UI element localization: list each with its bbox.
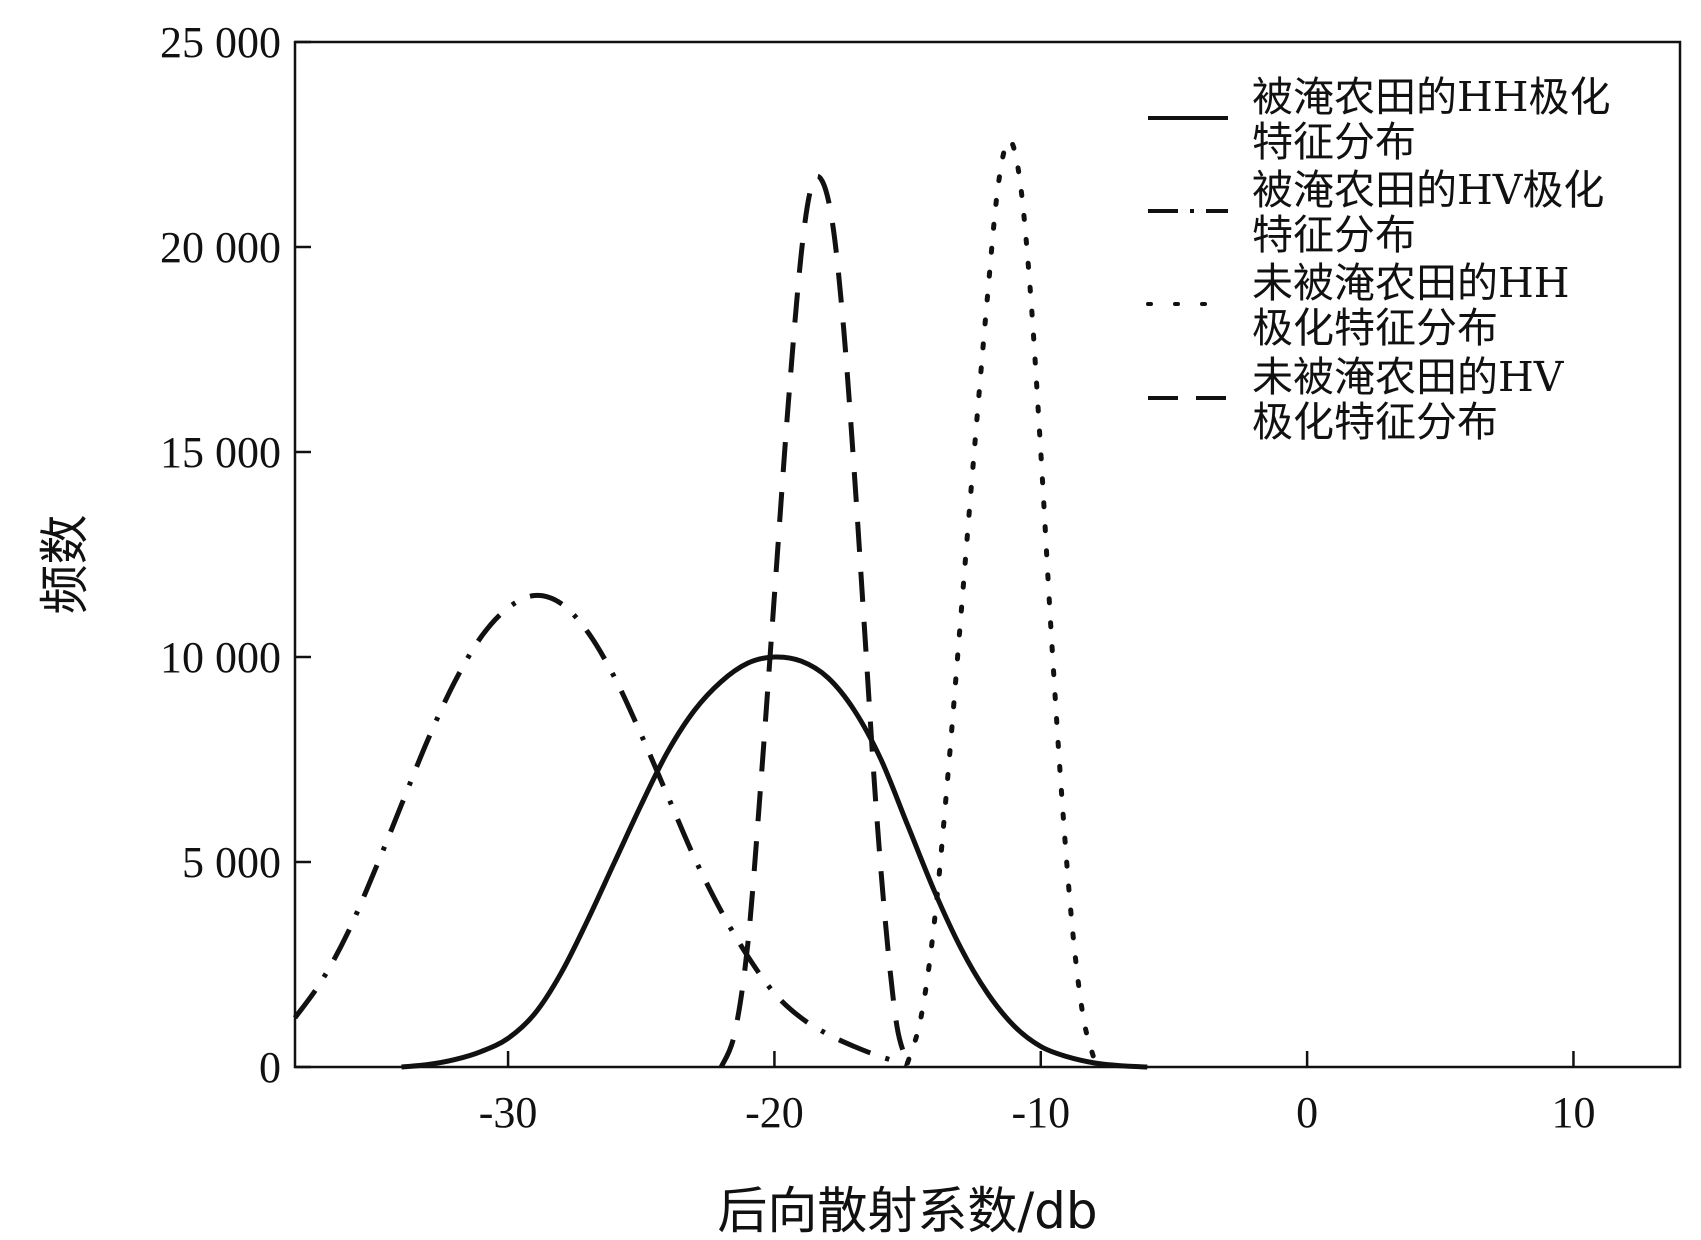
series-line-flooded-hh [401,654,1148,1070]
legend-label-unflooded-hh: 极化特征分布 [1252,304,1498,352]
legend-label-unflooded-hh: 未被淹农田的HH [1252,259,1570,307]
x-tick-label: 0 [1296,1088,1318,1137]
legend: 被淹农田的HH极化特征分布被淹农田的HV极化特征分布未被淹农田的HH极化特征分布… [1146,73,1611,446]
series-line-unflooded-hv [718,173,910,1069]
legend-label-unflooded-hv: 极化特征分布 [1252,398,1498,446]
legend-label-flooded-hv: 特征分布 [1252,211,1416,259]
y-tick-label: 10 000 [160,633,281,682]
x-axis-title: 后向散射系数/db [717,1182,1097,1240]
plot-frame [293,40,1682,1069]
series-line-flooded-hv [292,592,909,1067]
y-tick-label: 15 000 [160,428,281,477]
y-tick-label: 20 000 [160,223,281,272]
y-tick-label: 0 [259,1043,281,1092]
axis-ticks: 0 5 000 10 000 15 000 20 000 25 000 -30 -20 -10 0… [160,18,1595,1137]
series-lines [292,137,1148,1070]
x-tick-label: -10 [1011,1088,1070,1137]
legend-label-flooded-hv: 被淹农田的HV极化 [1252,166,1604,214]
x-tick-label: -30 [479,1088,538,1137]
legend-label-flooded-hh: 特征分布 [1252,118,1416,166]
y-tick-label: 5 000 [182,838,281,887]
y-tick-label: 25 000 [160,18,281,67]
legend-label-flooded-hh: 被淹农田的HH极化 [1252,73,1611,121]
y-axis-title: 频数 [36,515,94,615]
x-tick-label: -20 [745,1088,804,1137]
legend-label-unflooded-hv: 未被淹农田的HV [1252,353,1565,401]
x-tick-label: 10 [1551,1088,1595,1137]
